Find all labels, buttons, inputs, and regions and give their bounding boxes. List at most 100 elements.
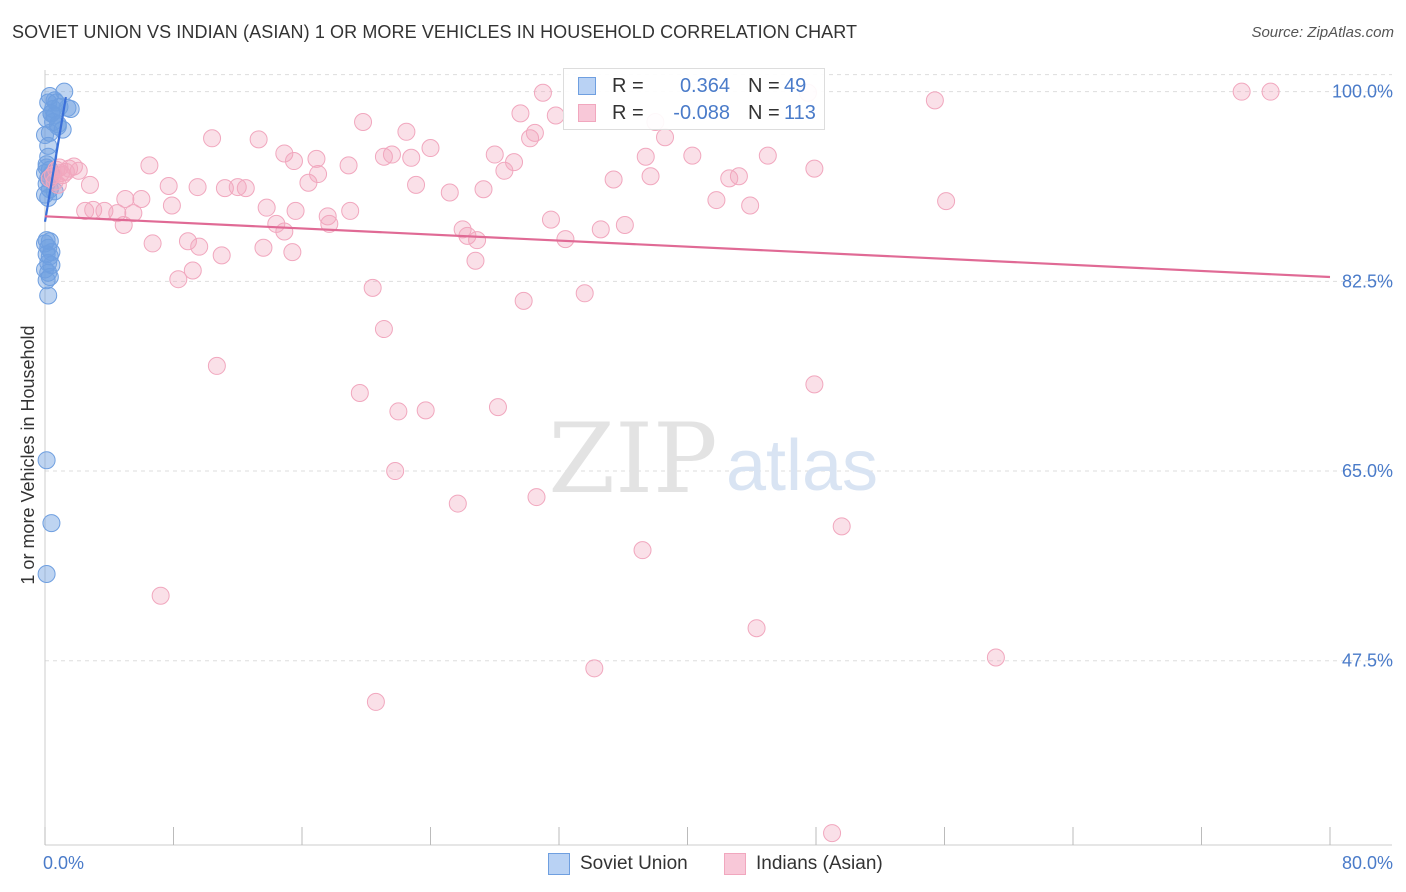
indian-point <box>525 123 544 142</box>
chart-title: SOVIET UNION VS INDIAN (ASIAN) 1 OR MORE… <box>12 22 858 42</box>
indian-point <box>729 167 748 186</box>
swatch-indian <box>578 104 596 122</box>
indian-point <box>986 648 1005 667</box>
n-value: 113 <box>784 102 816 124</box>
indian-point <box>397 122 416 141</box>
indian-point <box>805 159 824 178</box>
indian-point <box>511 104 530 123</box>
indian-point <box>159 176 178 195</box>
y-tick-label: 100.0% <box>1332 82 1393 102</box>
indian-point <box>604 170 623 189</box>
source-note: Source: ZipAtlas.com <box>1251 24 1394 41</box>
indian-point <box>641 167 660 186</box>
n-label: N = <box>748 75 780 97</box>
indian-point <box>488 398 507 417</box>
indian-point <box>286 201 305 220</box>
indian-point <box>747 619 766 638</box>
indian-point <box>108 204 127 223</box>
stats-legend: R = 0.364 N = 49 R = -0.088 N = 113 <box>563 68 825 130</box>
indian-point <box>284 152 303 171</box>
soviet-point <box>37 271 56 290</box>
indian-point <box>615 216 634 234</box>
watermark-zip: ZIP <box>548 403 717 515</box>
indian-point <box>143 234 162 253</box>
indian-point <box>633 541 652 560</box>
indian-point <box>591 220 610 239</box>
indian-point <box>48 175 67 194</box>
indian-point <box>466 251 485 270</box>
indian-point <box>805 375 824 394</box>
indian-point <box>389 402 408 421</box>
indian-point <box>514 291 533 310</box>
indian-point <box>275 144 294 163</box>
indian-point <box>320 214 339 233</box>
soviet-point <box>37 565 56 584</box>
indian-point <box>183 261 202 280</box>
indian-point <box>275 222 294 241</box>
indian-trend-line <box>44 215 1331 279</box>
indian-point <box>207 356 226 375</box>
r-value: -0.088 <box>673 102 730 124</box>
indian-point <box>421 139 440 158</box>
indian-point <box>585 659 604 678</box>
indian-point <box>683 146 702 165</box>
legend-swatch-indian <box>724 853 746 875</box>
indian-point <box>1261 82 1280 101</box>
indian-point <box>236 179 255 198</box>
tick-labels: 47.5% 65.0% 82.5% 100.0% 0.0% 80.0% <box>43 82 1393 873</box>
indian-point <box>162 196 181 215</box>
indian-point <box>132 189 151 208</box>
indian-point <box>307 149 326 168</box>
indian-point <box>448 494 467 513</box>
n-value: 49 <box>784 75 807 97</box>
soviet-point <box>48 117 67 136</box>
indian-point <box>386 462 405 481</box>
indian-point <box>116 189 135 208</box>
indian-point <box>402 148 421 167</box>
soviet-point <box>42 514 61 533</box>
indian-point <box>190 237 209 256</box>
indian-point <box>758 146 777 165</box>
indian-point <box>468 231 487 250</box>
x-tick-label: 0.0% <box>43 853 84 873</box>
indian-point <box>823 824 842 843</box>
indian-point <box>151 586 170 605</box>
indian-point <box>374 320 393 339</box>
indian-point <box>69 161 88 180</box>
indian-point <box>546 106 565 125</box>
indian-point <box>212 246 231 265</box>
watermark-atlas: atlas <box>726 426 878 506</box>
r-label: R = <box>612 75 644 97</box>
indian-point <box>80 175 99 194</box>
indian-point <box>521 129 540 148</box>
soviet-point <box>39 286 58 305</box>
soviet-point <box>36 126 54 145</box>
y-axis-label: 1 or more Vehicles in Household <box>18 325 38 584</box>
grid-lines <box>45 74 1392 662</box>
y-tick-label: 65.0% <box>1342 461 1393 481</box>
indian-point <box>341 201 360 220</box>
indian-point <box>636 147 655 166</box>
indian-point <box>440 183 459 202</box>
r-label: R = <box>612 102 644 124</box>
indian-point <box>575 284 594 303</box>
indian-point <box>140 156 159 175</box>
y-tick-label: 82.5% <box>1342 271 1393 291</box>
soviet-point <box>37 451 56 470</box>
indian-point <box>1232 82 1251 101</box>
indian-point <box>407 175 426 194</box>
swatch-soviet <box>578 77 596 95</box>
soviet-point <box>40 268 59 287</box>
indian-point <box>254 238 273 257</box>
indian-point <box>309 165 328 184</box>
legend-label-soviet: Soviet Union <box>580 853 688 874</box>
indian-point <box>707 191 726 210</box>
indian-point <box>363 278 382 297</box>
x-tick-label: 80.0% <box>1342 853 1393 873</box>
indian-point <box>257 198 276 217</box>
y-tick-label: 47.5% <box>1342 651 1393 671</box>
indian-point <box>925 91 944 110</box>
indian-point <box>366 692 385 711</box>
indian-point <box>169 270 188 289</box>
indian-point <box>485 145 504 164</box>
